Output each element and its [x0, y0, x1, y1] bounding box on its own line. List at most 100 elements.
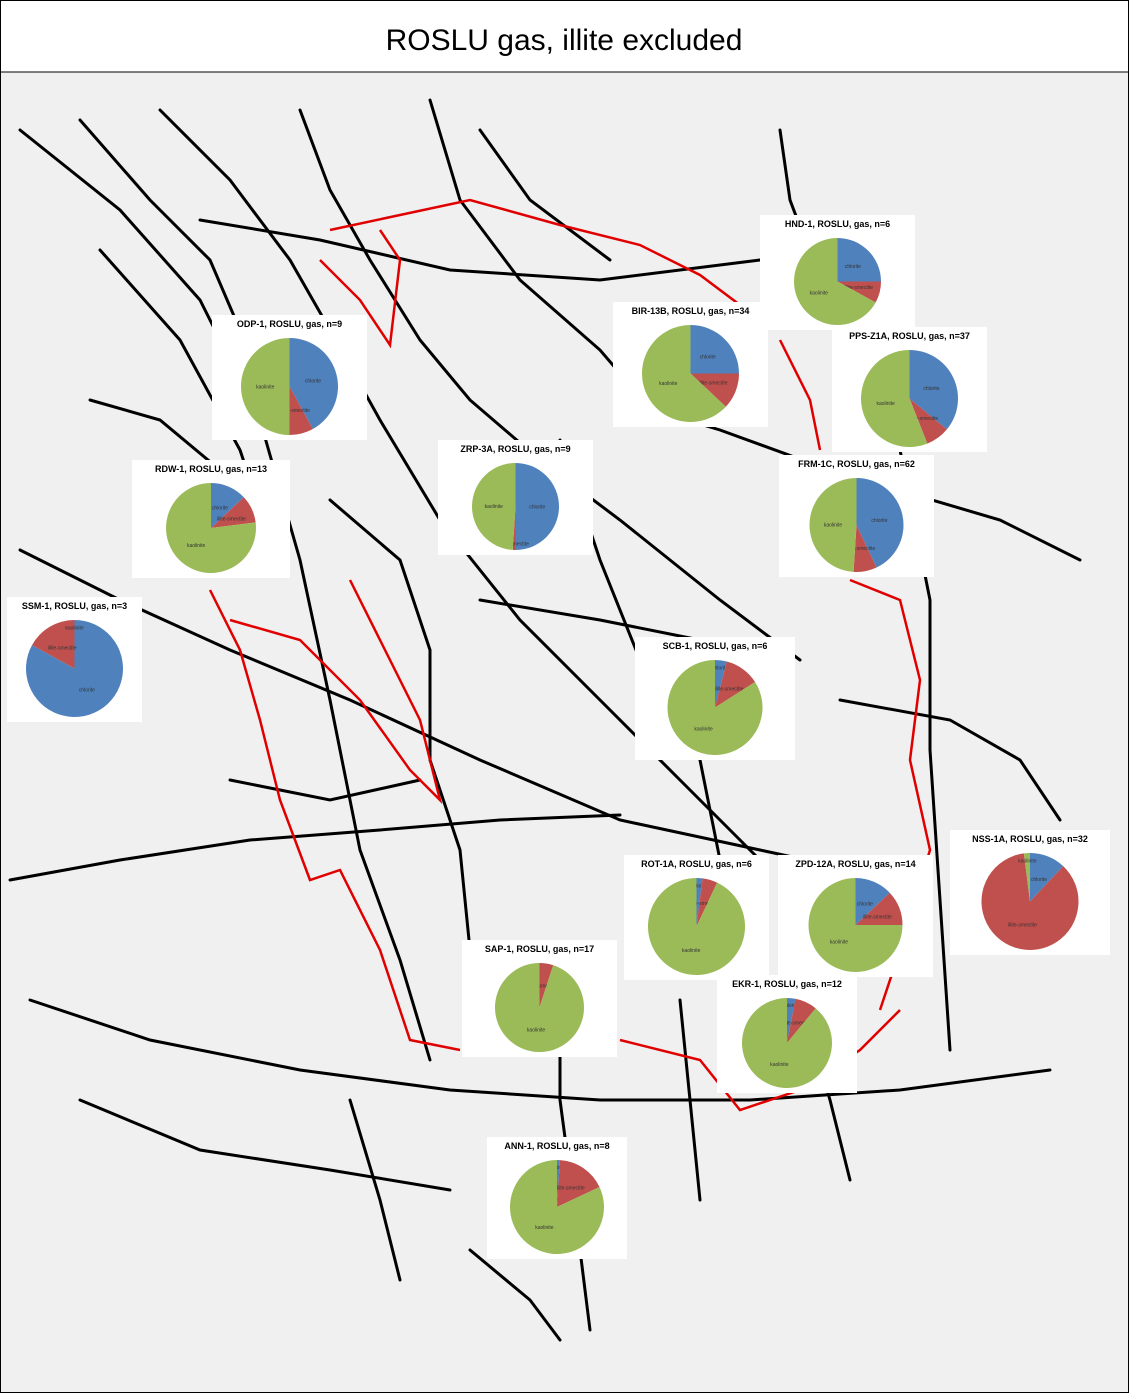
slice-label: chlorite	[550, 1165, 566, 1171]
slice-label: chlorite	[700, 354, 716, 360]
pie-title: RDW-1, ROSLU, gas, n=13	[155, 464, 267, 474]
slice-label: illite-smectite	[529, 984, 558, 990]
pie-slice	[165, 483, 256, 573]
pie-title: ODP-1, ROSLU, gas, n=9	[237, 319, 342, 329]
pie-slice	[31, 619, 75, 669]
slice-label: kaolinite	[527, 1027, 546, 1033]
slice-label: illite-smectite	[1008, 923, 1037, 929]
pie-slice	[837, 281, 881, 303]
slice-label: chlorite	[857, 901, 873, 907]
slice-label: illite-smectite	[500, 541, 529, 547]
slice-label: illite-smectite	[846, 546, 875, 552]
pie-title: SAP-1, ROSLU, gas, n=17	[485, 944, 594, 954]
slice-label: kaolinite	[485, 504, 504, 510]
pie-chart: ZPD-12A, ROSLU, gas, n=14 chlorite illite-…	[778, 855, 933, 977]
pie-slice	[837, 238, 881, 282]
slice-label: illite-smectite	[281, 408, 310, 414]
pie-chart: ANN-1, ROSLU, gas, n=8 chlorite illite-sme…	[487, 1137, 627, 1259]
slice-label: chlorite	[212, 505, 228, 511]
slice-label: illite-smectite	[782, 1021, 811, 1027]
slice-label: chlorite	[529, 505, 545, 511]
pie-chart: ODP-1, ROSLU, gas, n=9 chlorite illite-sme…	[212, 315, 367, 440]
pie-slice	[1030, 853, 1064, 902]
slice-label: kaolinite	[682, 948, 701, 954]
pie-slice	[1023, 853, 1030, 902]
pie-chart: RDW-1, ROSLU, gas, n=13 chlorite illite-sm…	[132, 460, 290, 578]
pie-title: ZPD-12A, ROSLU, gas, n=14	[795, 859, 915, 869]
pie-slice	[641, 325, 726, 423]
slice-label: illite-smectite	[863, 914, 892, 920]
pie-slice	[512, 506, 516, 550]
pie-slice	[509, 1160, 604, 1254]
pie-slice	[853, 525, 877, 572]
pie-chart: ROT-1A, ROSLU, gas, n=6 chlorite illite-sm…	[624, 855, 769, 980]
slice-label: chlorite	[1031, 877, 1047, 883]
slice-label: kaolinite	[876, 401, 895, 407]
pie-title: ANN-1, ROSLU, gas, n=8	[504, 1141, 609, 1151]
pie-title: SCB-1, ROSLU, gas, n=6	[663, 641, 768, 651]
pie-chart: PPS-Z1A, ROSLU, gas, n=37 chlorite illite-…	[832, 327, 987, 452]
pie-slice	[793, 238, 876, 325]
pie-slice	[495, 963, 585, 1052]
pie-slice	[909, 398, 947, 444]
slice-label: kaolinite	[824, 522, 843, 528]
slice-label: chlorite	[783, 1003, 799, 1009]
pie-title: ROT-1A, ROSLU, gas, n=6	[641, 859, 752, 869]
pie-chart: FRM-1C, ROSLU, gas, n=62 chlorite illite-s…	[779, 455, 934, 577]
pie-slice	[515, 463, 559, 550]
pie-title: BIR-13B, ROSLU, gas, n=34	[632, 306, 750, 316]
pie-slice	[855, 878, 890, 925]
pie-chart: SAP-1, ROSLU, gas, n=17chloriteillite-sm…	[462, 940, 617, 1057]
pie-slice	[690, 325, 739, 374]
slice-label: chlorite	[923, 386, 939, 392]
pie-charts: HND-1, ROSLU, gas, n=6 chlorite illite-sme…	[7, 215, 1110, 1259]
pie-title: ZRP-3A, ROSLU, gas, n=9	[460, 444, 570, 454]
pie-slice	[471, 463, 516, 550]
pie-slice	[855, 892, 903, 925]
pie-title: PPS-Z1A, ROSLU, gas, n=37	[849, 331, 970, 341]
slice-label: chlorite	[305, 378, 321, 384]
pie-slice	[211, 483, 244, 528]
slice-label: illite-smectite	[217, 516, 246, 522]
pie-slice	[289, 386, 313, 435]
slice-label: kaolinite	[810, 291, 829, 297]
slice-label: illite-smectite	[689, 901, 718, 907]
pie-chart: HND-1, ROSLU, gas, n=6 chlorite illite-sme…	[760, 215, 915, 330]
pie-slice	[289, 338, 338, 430]
slice-label: kaolinite	[770, 1062, 789, 1068]
slice-label: kaolinite	[187, 543, 206, 549]
pie-title: NSS-1A, ROSLU, gas, n=32	[972, 834, 1088, 844]
pie-slice	[860, 350, 928, 447]
pie-title: EKR-1, ROSLU, gas, n=12	[732, 979, 842, 989]
pie-slice	[696, 878, 718, 927]
pie-chart: SSM-1, ROSLU, gas, n=3 chlorite illite-sme…	[7, 597, 142, 722]
pie-chart: EKR-1, ROSLU, gas, n=12 chlorite illite-sm…	[717, 975, 857, 1093]
pie-slice	[647, 878, 745, 975]
pie-chart: NSS-1A, ROSLU, gas, n=32 chlorite illite-s…	[950, 830, 1110, 955]
slice-label: kaolinite	[830, 940, 849, 946]
slice-label: chlorite	[712, 665, 728, 671]
slice-label: illite-smectite	[556, 1186, 585, 1192]
pie-title: HND-1, ROSLU, gas, n=6	[785, 219, 890, 229]
pie-slice	[787, 998, 796, 1043]
pie-title: SSM-1, ROSLU, gas, n=3	[22, 601, 127, 611]
slice-label: kaolinite	[694, 726, 713, 732]
slice-label: illite-smectite	[715, 686, 744, 692]
pie-slice	[715, 660, 727, 708]
slice-label: chlorite	[79, 687, 95, 693]
pie-slice	[808, 878, 903, 972]
pie-slice	[690, 373, 739, 407]
pie-slice	[26, 620, 124, 717]
slice-label: kaolinite	[535, 1225, 554, 1231]
pie-slice	[742, 998, 832, 1089]
slice-label: illite-smectite	[48, 646, 77, 652]
slice-label: chlorite	[691, 883, 707, 889]
pie-slice	[696, 878, 703, 927]
pie-chart: SCB-1, ROSLU, gas, n=6 chlorite illite-sme…	[635, 637, 795, 760]
title: ROSLU gas, illite excluded	[386, 24, 743, 57]
pie-slice	[856, 478, 904, 568]
slice-label: illite-smectite	[699, 380, 728, 386]
pie-slice	[557, 1160, 560, 1207]
slice-label: kaolinite	[659, 381, 678, 387]
